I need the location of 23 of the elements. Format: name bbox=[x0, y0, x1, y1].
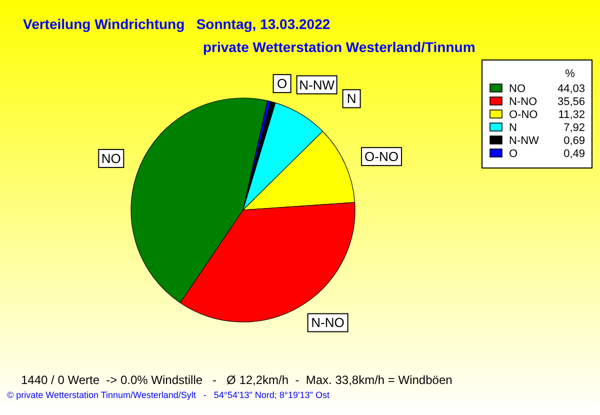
slice-label: NO bbox=[101, 150, 121, 166]
slice-label: O bbox=[276, 76, 288, 92]
data-label: 0,69 bbox=[564, 135, 585, 147]
slice-label: O-NO bbox=[364, 149, 398, 164]
data-label: 11,32 bbox=[558, 109, 585, 121]
data-label: 7,92 bbox=[564, 122, 585, 134]
legend-label: N-NW bbox=[509, 135, 540, 147]
legend-label: NO bbox=[509, 83, 526, 95]
data-label: 0,49 bbox=[564, 148, 585, 160]
data-label: 44,03 bbox=[557, 83, 585, 95]
legend-label: N-NO bbox=[509, 96, 538, 108]
legend-label: O-NO bbox=[509, 109, 538, 121]
legend-label: N bbox=[509, 122, 517, 134]
slice-label: N-NO bbox=[311, 315, 344, 330]
data-label: 35,56 bbox=[557, 96, 585, 108]
text: 1440 / 0 Werte -> 0.0% Windstille - Ø 12,2km/h - Max. 33,8km/h = Windböen bbox=[21, 373, 452, 387]
category-label: N-NW bbox=[299, 77, 335, 92]
legend-label: O bbox=[509, 148, 518, 160]
slice-label: N bbox=[346, 91, 356, 106]
legend-title: % bbox=[565, 68, 576, 80]
chart-subtitle: private Wetterstation Westerland/Tinnum bbox=[203, 39, 476, 55]
chart-title: Verteilung Windrichtung Sonntag, 13.03.2022 bbox=[23, 16, 330, 32]
text: © private Wetterstation Tinnum/Westerland/Sylt - 54°54'13" Nord; 8°19'13" Ost bbox=[7, 390, 330, 400]
